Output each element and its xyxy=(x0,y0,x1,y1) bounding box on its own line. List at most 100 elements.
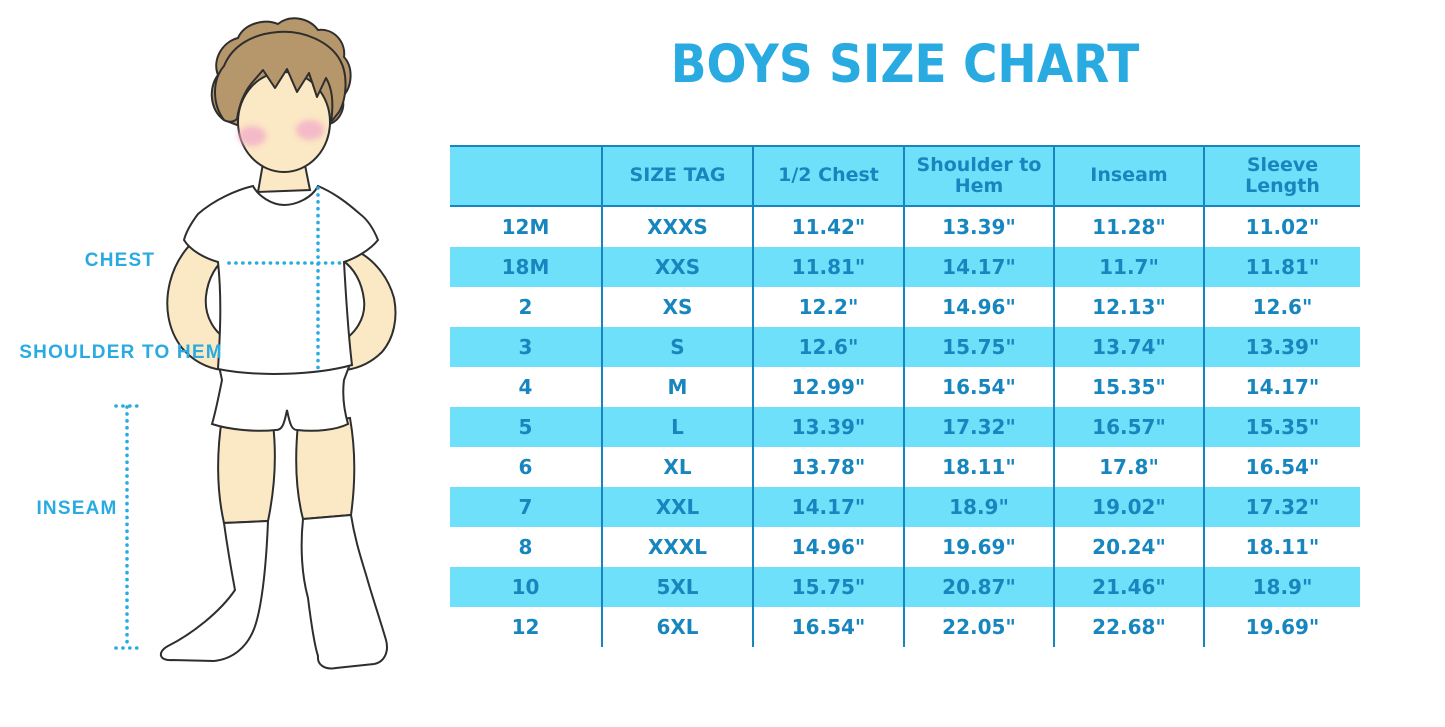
size-table: SIZE TAG 1/2 Chest Shoulder to Hem Inseam Sl… xyxy=(450,145,1360,647)
shorts xyxy=(210,362,352,432)
table-row: 18M XXS 11.81" 14.17" 11.7" 11.81" xyxy=(450,247,1360,287)
right-leg xyxy=(295,416,356,521)
shoulder-to-hem-label: SHOULDER TO HEM xyxy=(19,342,223,363)
measurement-cell: XXXS xyxy=(603,207,754,247)
measurement-cell: 11.02" xyxy=(1245,214,1320,239)
measurement-cell: 11.28" xyxy=(1055,207,1205,247)
measurement-cell: 14.96" xyxy=(754,527,905,567)
measurement-cell: 19.02" xyxy=(1055,487,1205,527)
right-arm xyxy=(336,246,397,372)
column-header: Inseam xyxy=(1055,147,1205,205)
measurement-cell: 13.39" xyxy=(754,407,905,447)
measurement-cell: 18.11" xyxy=(1245,534,1320,559)
measurement-cell: 22.05" xyxy=(905,607,1055,647)
boy-figure-illustration: CHEST SHOULDER TO HEM INSEAM xyxy=(0,0,450,723)
measurement-cell: 11.42" xyxy=(754,207,905,247)
measurement-cell: 14.17" xyxy=(1245,374,1320,399)
size-cell: 12 xyxy=(450,607,603,647)
measurement-cell: 16.54" xyxy=(1245,454,1320,479)
size-cell: 18M xyxy=(450,247,603,287)
measurement-cell: 18.9" xyxy=(1252,574,1313,599)
measurement-cell: 13.74" xyxy=(1055,327,1205,367)
measurement-cell: 12.6" xyxy=(1252,294,1313,319)
table-row: 6 XL 13.78" 18.11" 17.8" 16.54" xyxy=(450,447,1360,487)
measurement-cell: 21.46" xyxy=(1055,567,1205,607)
measurement-cell: 20.87" xyxy=(905,567,1055,607)
hair-fringe xyxy=(214,30,347,123)
column-header: 1/2 Chest xyxy=(754,147,905,205)
measurement-cell: 16.54" xyxy=(905,367,1055,407)
measurement-cell: 15.35" xyxy=(1055,367,1205,407)
measurement-cell: 14.17" xyxy=(754,487,905,527)
column-header xyxy=(450,147,603,205)
table-row: 8 XXXL 14.96" 19.69" 20.24" 18.11" xyxy=(450,527,1360,567)
measurement-cell: 18.11" xyxy=(905,447,1055,487)
measurement-cell: 12.99" xyxy=(754,367,905,407)
measurement-cell: 17.8" xyxy=(1055,447,1205,487)
size-cell: 6 xyxy=(450,447,603,487)
measurement-cell: 16.57" xyxy=(1055,407,1205,447)
measurement-cell: 13.78" xyxy=(754,447,905,487)
measurement-cell: 19.69" xyxy=(1245,614,1320,639)
left-sock xyxy=(160,519,270,663)
measurement-cell: 11.81" xyxy=(1245,254,1320,279)
table-row: 12M XXXS 11.42" 13.39" 11.28" 11.02" xyxy=(450,207,1360,247)
table-header-row: SIZE TAG 1/2 Chest Shoulder to Hem Inseam Sl… xyxy=(450,147,1360,207)
measurement-cell: 15.75" xyxy=(905,327,1055,367)
measurement-cell: L xyxy=(603,407,754,447)
measurement-cell: S xyxy=(603,327,754,367)
size-cell: 4 xyxy=(450,367,603,407)
table-row: 4 M 12.99" 16.54" 15.35" 14.17" xyxy=(450,367,1360,407)
size-cell: 8 xyxy=(450,527,603,567)
measurement-cell: 22.68" xyxy=(1055,607,1205,647)
measurement-cell: XS xyxy=(603,287,754,327)
measurement-cell: 17.32" xyxy=(905,407,1055,447)
measurement-cell: 19.69" xyxy=(905,527,1055,567)
measurement-cell: 20.24" xyxy=(1055,527,1205,567)
right-cheek-blush xyxy=(296,120,324,140)
measurement-cell: XXS xyxy=(603,247,754,287)
measurement-cell: 12.6" xyxy=(754,327,905,367)
measurement-cell: 6XL xyxy=(603,607,754,647)
measurement-cell: XXL xyxy=(603,487,754,527)
left-leg xyxy=(217,416,276,525)
size-cell: 10 xyxy=(450,567,603,607)
measurement-cell: 11.7" xyxy=(1055,247,1205,287)
boy-figure-svg xyxy=(114,17,397,670)
chest-label: CHEST xyxy=(84,250,156,271)
right-sock xyxy=(300,513,388,670)
measurement-cell: 15.75" xyxy=(754,567,905,607)
table-row: 3 S 12.6" 15.75" 13.74" 13.39" xyxy=(450,327,1360,367)
measurement-cell: 14.96" xyxy=(905,287,1055,327)
column-header: Shoulder to Hem xyxy=(905,147,1055,205)
table-row: 10 5XL 15.75" 20.87" 21.46" 18.9" xyxy=(450,567,1360,607)
measurement-cell: 17.32" xyxy=(1245,494,1320,519)
size-cell: 12M xyxy=(450,207,603,247)
size-cell: 5 xyxy=(450,407,603,447)
measurement-cell: 18.9" xyxy=(905,487,1055,527)
measurement-cell: 5XL xyxy=(603,567,754,607)
measurement-cell: XXXL xyxy=(603,527,754,567)
measurement-cell: 13.39" xyxy=(905,207,1055,247)
measurement-cell: 11.81" xyxy=(754,247,905,287)
table-row: 12 6XL 16.54" 22.05" 22.68" 19.69" xyxy=(450,607,1360,647)
inseam-label: INSEAM xyxy=(36,498,118,519)
column-header: Sleeve Length xyxy=(1245,153,1320,197)
size-cell: 3 xyxy=(450,327,603,367)
page-title: BOYS SIZE CHART xyxy=(670,34,1140,96)
measurement-cell: 15.35" xyxy=(1245,414,1320,439)
measurement-cell: 13.39" xyxy=(1245,334,1320,359)
measurement-cell: XL xyxy=(603,447,754,487)
measurement-cell: M xyxy=(603,367,754,407)
size-cell: 2 xyxy=(450,287,603,327)
t-shirt xyxy=(182,184,380,375)
measurement-cell: 16.54" xyxy=(754,607,905,647)
column-header: SIZE TAG xyxy=(603,147,754,205)
left-cheek-blush xyxy=(238,126,266,146)
measurement-cell: 12.2" xyxy=(754,287,905,327)
measurement-cell: 12.13" xyxy=(1055,287,1205,327)
table-row: 2 XS 12.2" 14.96" 12.13" 12.6" xyxy=(450,287,1360,327)
size-cell: 7 xyxy=(450,487,603,527)
table-row: 5 L 13.39" 17.32" 16.57" 15.35" xyxy=(450,407,1360,447)
